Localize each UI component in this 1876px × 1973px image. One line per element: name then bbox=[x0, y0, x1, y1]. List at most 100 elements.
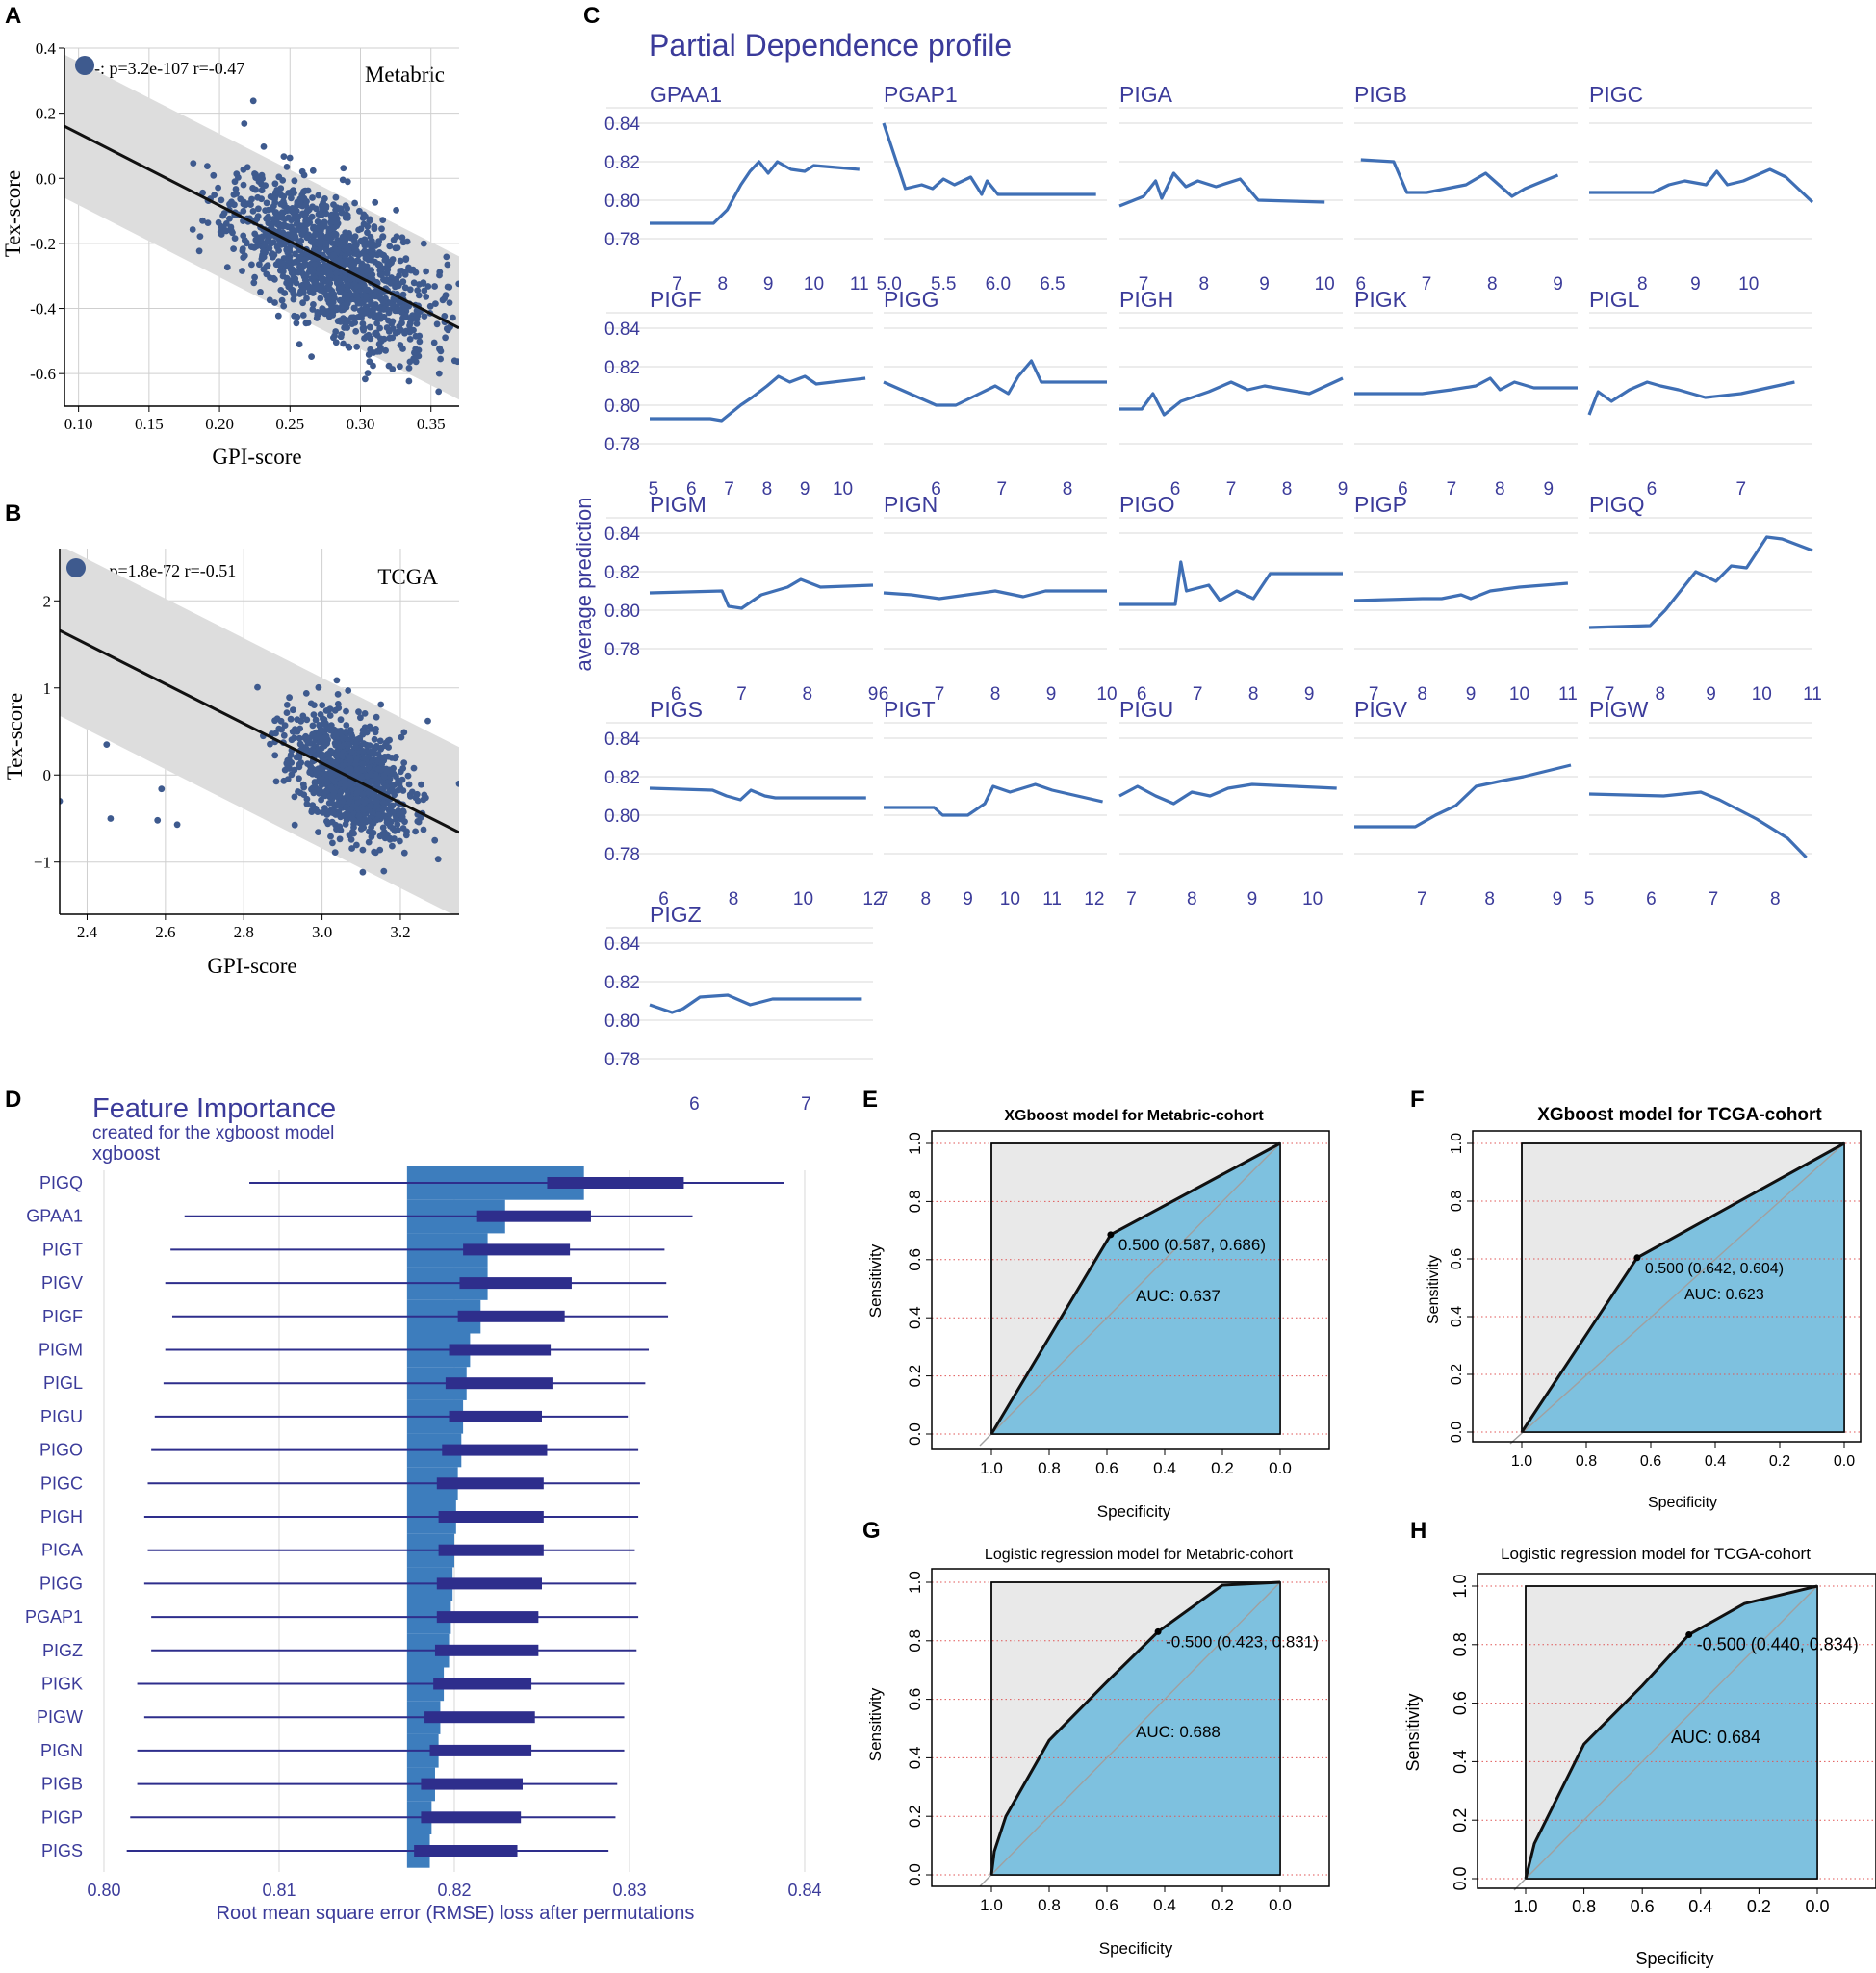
pdp-line bbox=[1588, 535, 1813, 629]
fi-category-label: PIGB bbox=[41, 1775, 83, 1794]
scatter-point bbox=[381, 257, 389, 264]
scatter-point bbox=[378, 225, 385, 233]
pdp-x-tick-label: 12 bbox=[862, 889, 883, 910]
scatter-point bbox=[231, 178, 239, 186]
scatter-point bbox=[226, 200, 233, 208]
scatter-point bbox=[289, 205, 296, 212]
fi-category-label: PIGO bbox=[39, 1441, 83, 1460]
pdp-title: Partial Dependence profile bbox=[649, 28, 1012, 63]
scatter-point bbox=[231, 235, 239, 243]
pdp-y-tick-label: 0.80 bbox=[604, 1012, 640, 1032]
panel-label-c: C bbox=[583, 3, 600, 29]
scatter-point bbox=[393, 233, 400, 241]
scatter-point bbox=[250, 244, 258, 251]
scatter-point bbox=[380, 867, 388, 875]
scatter-point bbox=[395, 777, 402, 784]
scatter-point bbox=[423, 294, 430, 300]
scatter-point bbox=[278, 296, 286, 304]
scatter-point bbox=[226, 215, 233, 222]
x-tick-label: 2.6 bbox=[155, 923, 175, 941]
scatter-point bbox=[312, 231, 320, 239]
scatter-point bbox=[341, 778, 348, 784]
scatter-point bbox=[351, 772, 358, 779]
scatter-point bbox=[103, 741, 111, 748]
pdp-feature-name: PIGV bbox=[1354, 697, 1408, 722]
scatter-point bbox=[444, 261, 451, 269]
fi-category-label: PIGC bbox=[40, 1473, 83, 1493]
fi-box bbox=[434, 1644, 539, 1656]
scatter-point bbox=[240, 254, 247, 261]
scatter-point bbox=[291, 177, 298, 185]
scatter-point bbox=[270, 239, 277, 246]
fi-box bbox=[449, 1410, 542, 1422]
scatter-point bbox=[353, 841, 360, 849]
pdp-line bbox=[1353, 581, 1569, 602]
pdp-feature-name: PIGT bbox=[884, 697, 936, 722]
fi-category-label: PIGT bbox=[42, 1240, 83, 1259]
scatter-point bbox=[267, 740, 273, 748]
roc-x-tick-label: 0.6 bbox=[1095, 1459, 1118, 1477]
pdp-y-tick-label: 0.84 bbox=[604, 525, 640, 545]
scatter-point bbox=[332, 339, 340, 346]
scatter-point bbox=[360, 807, 368, 813]
scatter-point bbox=[291, 312, 297, 320]
pdp-line bbox=[882, 122, 1096, 196]
scatter-point bbox=[368, 824, 374, 831]
pdp-feature-name: PIGP bbox=[1354, 492, 1407, 517]
scatter-point bbox=[299, 312, 307, 319]
pdp-x-tick-label: 9 bbox=[1690, 274, 1701, 295]
roc-x-tick-label: 0.6 bbox=[1631, 1897, 1655, 1916]
scatter-point bbox=[352, 744, 359, 751]
scatter-point bbox=[337, 319, 345, 325]
fi-category-label: PIGV bbox=[41, 1273, 83, 1293]
scatter-point bbox=[329, 809, 337, 817]
roc-threshold-point bbox=[1107, 1231, 1115, 1239]
scatter-point bbox=[347, 806, 354, 813]
scatter-point bbox=[222, 227, 230, 235]
pdp-x-tick-label: 10 bbox=[804, 274, 824, 295]
scatter-point bbox=[196, 233, 204, 241]
pdp-x-tick-label: 9 bbox=[1706, 684, 1716, 705]
scatter-point bbox=[361, 710, 369, 717]
y-axis-title-a: Tex-score bbox=[1, 170, 25, 257]
scatter-point bbox=[195, 247, 203, 255]
scatter-point bbox=[412, 828, 419, 835]
scatter-point bbox=[357, 714, 364, 722]
pdp-subplot-piga: PIGA 7 8 9 10 bbox=[1118, 82, 1343, 295]
scatter-point bbox=[342, 238, 348, 245]
scatter-point bbox=[306, 769, 314, 776]
scatter-point bbox=[410, 279, 418, 287]
pdp-y-tick-label: 0.82 bbox=[604, 563, 640, 583]
scatter-point bbox=[319, 702, 326, 708]
scatter-point bbox=[370, 305, 377, 313]
scatter-point bbox=[327, 724, 335, 731]
scatter-point bbox=[355, 313, 363, 320]
scatter-point bbox=[359, 324, 367, 332]
scatter-point bbox=[293, 279, 300, 287]
roc-panel-e: XGboost model for Metabric-cohort Specif… bbox=[866, 1108, 1330, 1521]
scatter-point bbox=[396, 810, 403, 818]
scatter-point bbox=[436, 345, 444, 352]
scatter-point bbox=[432, 300, 439, 307]
scatter-point bbox=[317, 238, 323, 245]
scatter-point bbox=[373, 713, 380, 721]
scatter-point bbox=[291, 190, 297, 196]
scatter-point bbox=[426, 302, 434, 310]
scatter-point bbox=[248, 261, 255, 269]
fi-category-label: PIGH bbox=[40, 1507, 83, 1526]
scatter-point bbox=[415, 346, 423, 354]
scatter-point bbox=[223, 264, 231, 271]
pdp-feature-name: PIGL bbox=[1589, 287, 1640, 312]
scatter-point bbox=[288, 194, 295, 202]
scatter-point bbox=[339, 176, 347, 184]
roc-y-tick-label: 0.6 bbox=[1449, 1248, 1465, 1269]
pdp-x-tick-label: 9 bbox=[1553, 274, 1563, 295]
pdp-x-tick-label: 7 bbox=[1139, 274, 1149, 295]
scatter-point bbox=[355, 812, 363, 820]
scatter-point bbox=[330, 231, 338, 239]
pdp-x-tick-label: 7 bbox=[1735, 479, 1746, 500]
scatter-point bbox=[273, 213, 281, 220]
scatter-point bbox=[387, 299, 394, 307]
scatter-point bbox=[329, 218, 336, 225]
scatter-point bbox=[339, 762, 347, 770]
